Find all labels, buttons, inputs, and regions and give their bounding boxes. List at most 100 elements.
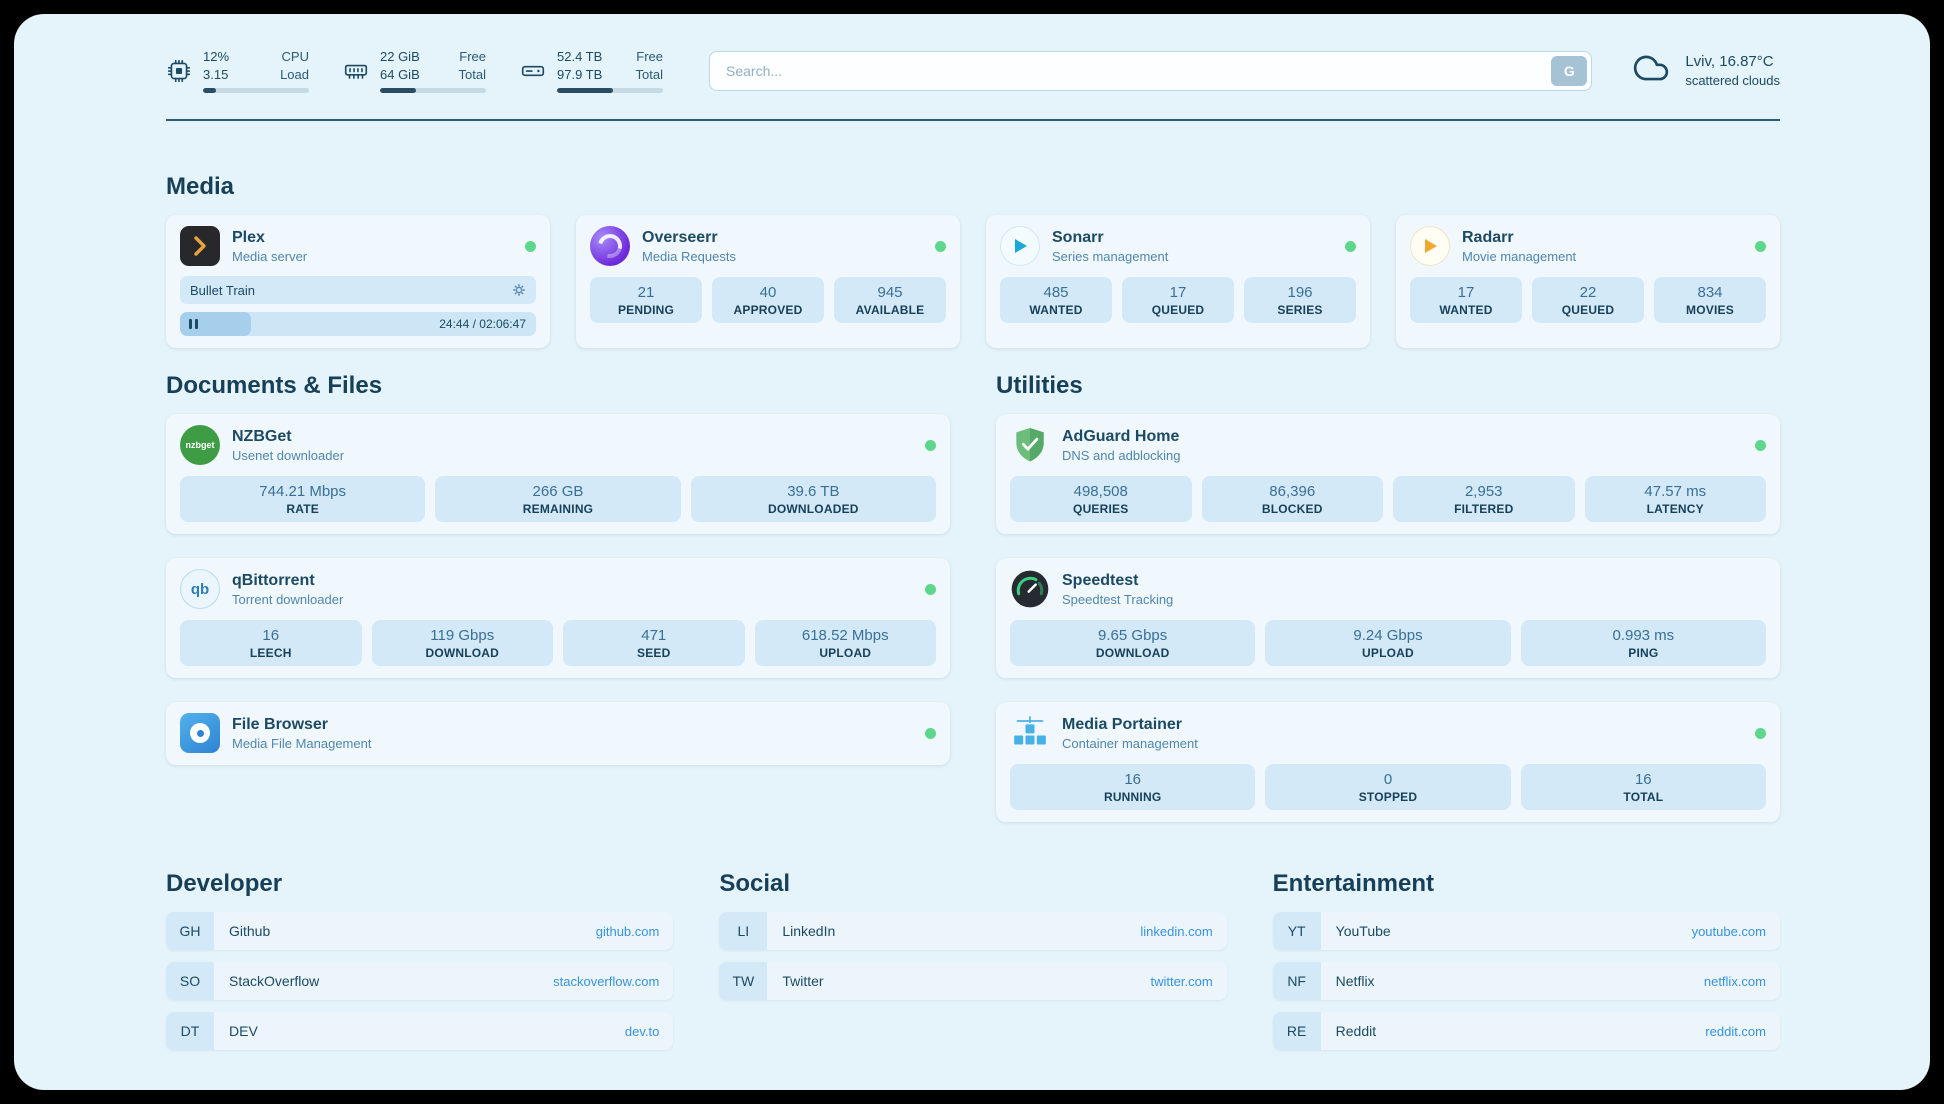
status-dot — [525, 240, 536, 252]
stat-label: PENDING — [617, 303, 675, 318]
stat-label: UPLOAD — [1362, 646, 1414, 661]
developer-section: Developer GH Github github.com SO StackO… — [166, 870, 674, 1051]
stat-value: 744.21 Mbps — [259, 483, 347, 501]
service-card-nzbget[interactable]: nzbget NZBGet Usenet downloader 744.21 M… — [166, 414, 950, 535]
card-header: Sonarr Series management — [1000, 226, 1356, 267]
bookmark-dev[interactable]: DT DEV dev.to — [166, 1012, 674, 1051]
search-input[interactable] — [709, 50, 1593, 91]
service-card-sonarr[interactable]: Sonarr Series management 485 WANTED 17 QUE… — [986, 215, 1370, 349]
stat-box: 618.52 Mbps UPLOAD — [754, 620, 936, 667]
stat-label: BLOCKED — [1261, 502, 1323, 517]
app-text: File Browser Media File Management — [232, 716, 371, 751]
stat-box: 16 RUNNING — [1010, 764, 1256, 811]
stat-label: STOPPED — [1358, 790, 1418, 805]
service-card-qbittorrent[interactable]: qb qBittorrent Torrent downloader 16 LEEC… — [166, 558, 950, 679]
cpu-load-label: Load — [280, 66, 309, 82]
disk-readout: 52.4 TB Free 97.9 TB Total — [557, 48, 663, 94]
service-card-overseerr[interactable]: Overseerr Media Requests 21 PENDING 40 APP… — [576, 215, 960, 349]
gear-icon[interactable] — [512, 283, 526, 297]
nzbget-icon: nzbget — [180, 425, 220, 466]
stat-value: 471 — [641, 627, 667, 645]
status-dot — [1755, 240, 1766, 252]
cpu-icon — [166, 58, 192, 84]
documents-section-title: Documents & Files — [166, 372, 383, 400]
entertainment-section: Entertainment YT YouTube youtube.com NF … — [1272, 870, 1780, 1051]
stat-label: MOVIES — [1686, 303, 1734, 318]
stat-value: 9.24 Gbps — [1353, 627, 1423, 645]
stat-box: 498,508 QUERIES — [1010, 476, 1192, 523]
plex-icon — [180, 226, 220, 267]
bookmark-github[interactable]: GH Github github.com — [166, 912, 674, 951]
bookmark-stackoverflow[interactable]: SO StackOverflow stackoverflow.com — [166, 962, 674, 1001]
memory-progress-fill — [380, 88, 417, 94]
speedtest-icon — [1010, 569, 1050, 609]
stat-label: DOWNLOADED — [767, 502, 859, 517]
stat-box: 40 APPROVED — [712, 277, 824, 324]
search-bar: G — [709, 50, 1593, 91]
stat-value: 16 — [1634, 771, 1652, 789]
bookmark-name: StackOverflow — [229, 973, 320, 990]
playback-progress-bar[interactable]: 24:44 / 02:06:47 — [180, 312, 536, 337]
bookmark-name: Reddit — [1335, 1023, 1377, 1040]
service-card-speedtest[interactable]: Speedtest Speedtest Tracking 9.65 Gbps DO… — [996, 558, 1780, 679]
service-card-filebrowser[interactable]: File Browser Media File Management — [166, 702, 950, 766]
memory-readout: 22 GiB Free 64 GiB Total — [380, 48, 486, 94]
app-name: AdGuard Home — [1062, 427, 1180, 445]
developer-section-title: Developer — [166, 870, 283, 898]
radarr-icon — [1410, 226, 1450, 267]
card-header: Radarr Movie management — [1410, 226, 1766, 267]
pause-icon[interactable] — [195, 319, 198, 330]
stat-value: 16 — [1124, 771, 1141, 789]
utilities-section-title: Utilities — [996, 372, 1083, 400]
stat-box: 47.57 ms LATENCY — [1584, 476, 1766, 523]
status-dot — [1755, 727, 1766, 739]
stats-row: 16 RUNNING 0 STOPPED 16 TOTAL — [1010, 764, 1766, 811]
stats-row: 16 LEECH 119 Gbps DOWNLOAD 471 SEED 618.52 … — [180, 620, 936, 667]
card-header: Media Portainer Container management — [1010, 713, 1766, 753]
service-card-portainer[interactable]: Media Portainer Container management 16 R… — [996, 702, 1780, 823]
topbar-divider — [166, 119, 1780, 122]
card-header: File Browser Media File Management — [180, 713, 936, 754]
stat-box: 471 SEED — [563, 620, 745, 667]
now-playing-pill: Bullet Train — [180, 276, 536, 305]
app-subtitle: Movie management — [1462, 248, 1577, 264]
stat-box: 834 MOVIES — [1654, 277, 1766, 324]
stat-value: 945 — [877, 284, 903, 302]
stat-box: 86,396 BLOCKED — [1201, 476, 1383, 523]
google-search-button[interactable]: G — [1551, 55, 1588, 86]
bookmark-netflix[interactable]: NF Netflix netflix.com — [1272, 962, 1780, 1001]
bookmark-abbr: DT — [166, 1012, 214, 1051]
stat-value: 0.993 ms — [1612, 627, 1675, 645]
stat-box: 17 QUEUED — [1122, 277, 1234, 324]
app-name: Media Portainer — [1062, 715, 1183, 733]
app-subtitle: DNS and adblocking — [1062, 447, 1181, 463]
stats-row: 21 PENDING 40 APPROVED 945 AVAILABLE — [590, 277, 946, 324]
app-subtitle: Media server — [232, 248, 308, 264]
stats-row: 744.21 Mbps RATE 266 GB REMAINING 39.6 TB D… — [180, 476, 936, 523]
bookmark-linkedin[interactable]: LI LinkedIn linkedin.com — [719, 912, 1227, 951]
disk-monitor: 52.4 TB Free 97.9 TB Total — [520, 48, 663, 94]
disk-free-label: Free — [636, 49, 663, 64]
documents-section: Documents & Files nzbget NZBGet Usenet d… — [166, 372, 950, 822]
app-subtitle: Media File Management — [232, 735, 372, 751]
sonarr-icon — [1000, 226, 1040, 267]
stat-value: 266 GB — [532, 483, 584, 501]
bookmark-name: YouTube — [1335, 923, 1391, 940]
bookmark-url: linkedin.com — [1140, 923, 1213, 939]
pause-icon[interactable] — [189, 319, 192, 330]
stats-row: 17 WANTED 22 QUEUED 834 MOVIES — [1410, 277, 1766, 324]
service-card-radarr[interactable]: Radarr Movie management 17 WANTED 22 QUEUE… — [1396, 215, 1780, 349]
bookmark-url: dev.to — [624, 1023, 660, 1039]
stat-label: APPROVED — [733, 303, 803, 318]
now-playing-title: Bullet Train — [190, 282, 256, 298]
bookmark-twitter[interactable]: TW Twitter twitter.com — [719, 962, 1227, 1001]
bookmark-url: stackoverflow.com — [553, 973, 660, 989]
bookmark-reddit[interactable]: RE Reddit reddit.com — [1272, 1012, 1780, 1051]
bookmark-youtube[interactable]: YT YouTube youtube.com — [1272, 912, 1780, 951]
service-card-adguard[interactable]: AdGuard Home DNS and adblocking 498,508 Q… — [996, 414, 1780, 535]
stat-label: AVAILABLE — [855, 303, 925, 318]
bookmark-abbr: YT — [1272, 912, 1321, 951]
hard-drive-icon — [520, 58, 546, 84]
stat-value: 0 — [1383, 771, 1393, 789]
service-card-plex[interactable]: Plex Media server Bullet Train — [166, 215, 550, 349]
